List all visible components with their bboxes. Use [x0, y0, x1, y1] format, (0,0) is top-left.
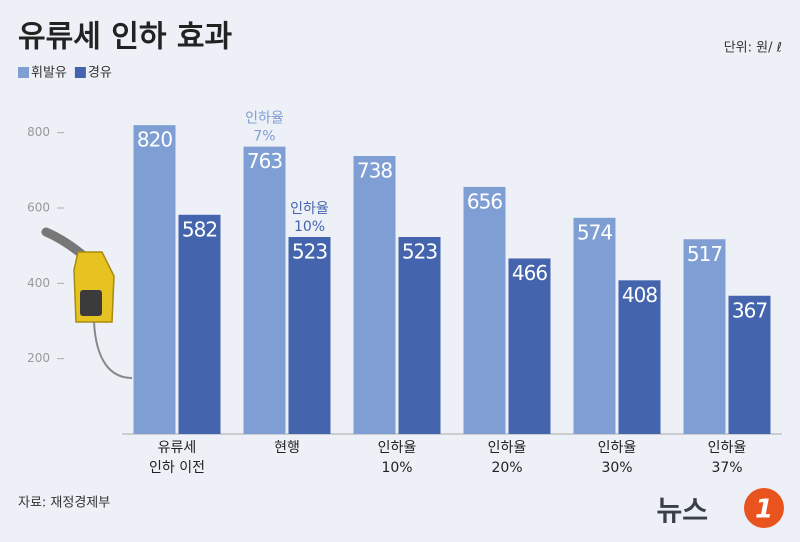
legend-swatch: [74, 67, 86, 78]
bar: [618, 280, 661, 434]
annotation: 인하율: [290, 201, 329, 217]
bar: [178, 214, 221, 434]
value-label: 820: [137, 128, 172, 152]
x-tick-label: 30%: [601, 460, 632, 476]
value-label: 738: [357, 159, 392, 183]
value-label: 367: [732, 298, 767, 322]
annotation: 7%: [253, 129, 275, 145]
x-tick-label: 인하율: [378, 440, 417, 456]
x-tick-label: 현행: [274, 440, 300, 456]
bar: [508, 258, 551, 434]
legend-swatch: [18, 67, 29, 78]
value-label: 517: [687, 242, 722, 266]
y-tick-label: 600: [27, 201, 50, 215]
value-label: 656: [467, 189, 502, 213]
fuel-nozzle-icon: [41, 227, 133, 379]
value-label: 408: [622, 283, 657, 307]
x-tick-label: 37%: [711, 460, 742, 476]
logo-text: 뉴스: [656, 494, 708, 527]
y-tick-label: 400: [27, 276, 50, 290]
bar: [463, 186, 506, 434]
x-tick-label: 인하율: [598, 440, 637, 456]
source: 자료: 재정경제부: [18, 496, 110, 511]
value-label: 523: [402, 240, 437, 264]
logo-mark: 1: [755, 495, 773, 525]
y-tick-label: 200: [27, 351, 50, 365]
value-label: 574: [577, 220, 612, 244]
x-tick-label: 인하율: [708, 440, 747, 456]
x-tick-label: 20%: [491, 460, 522, 476]
annotation: 10%: [294, 219, 325, 235]
bar: [243, 146, 286, 434]
bar: [133, 125, 176, 434]
x-tick-label: 인하율: [488, 440, 527, 456]
x-tick-label: 유류세: [158, 440, 197, 456]
logo: 뉴스 1: [656, 488, 784, 528]
bar: [353, 156, 396, 434]
bar: [728, 295, 771, 434]
legend-label: 휘발유: [31, 66, 67, 81]
bar: [288, 237, 331, 434]
value-label: 763: [247, 149, 282, 173]
x-tick-label: 10%: [381, 460, 412, 476]
value-label: 466: [512, 261, 547, 285]
bar: [398, 237, 441, 434]
legend-label: 경유: [88, 66, 112, 81]
value-label: 523: [292, 240, 327, 264]
y-tick-label: 800: [27, 125, 50, 139]
bar: [573, 217, 616, 434]
annotation: 인하율: [245, 111, 284, 127]
x-tick-label: 인하 이전: [149, 460, 205, 476]
unit-label: 단위: 원/ ℓ: [724, 41, 782, 56]
value-label: 582: [182, 217, 217, 241]
chart-title: 유류세 인하 효과: [18, 20, 232, 55]
bar: [683, 239, 726, 434]
